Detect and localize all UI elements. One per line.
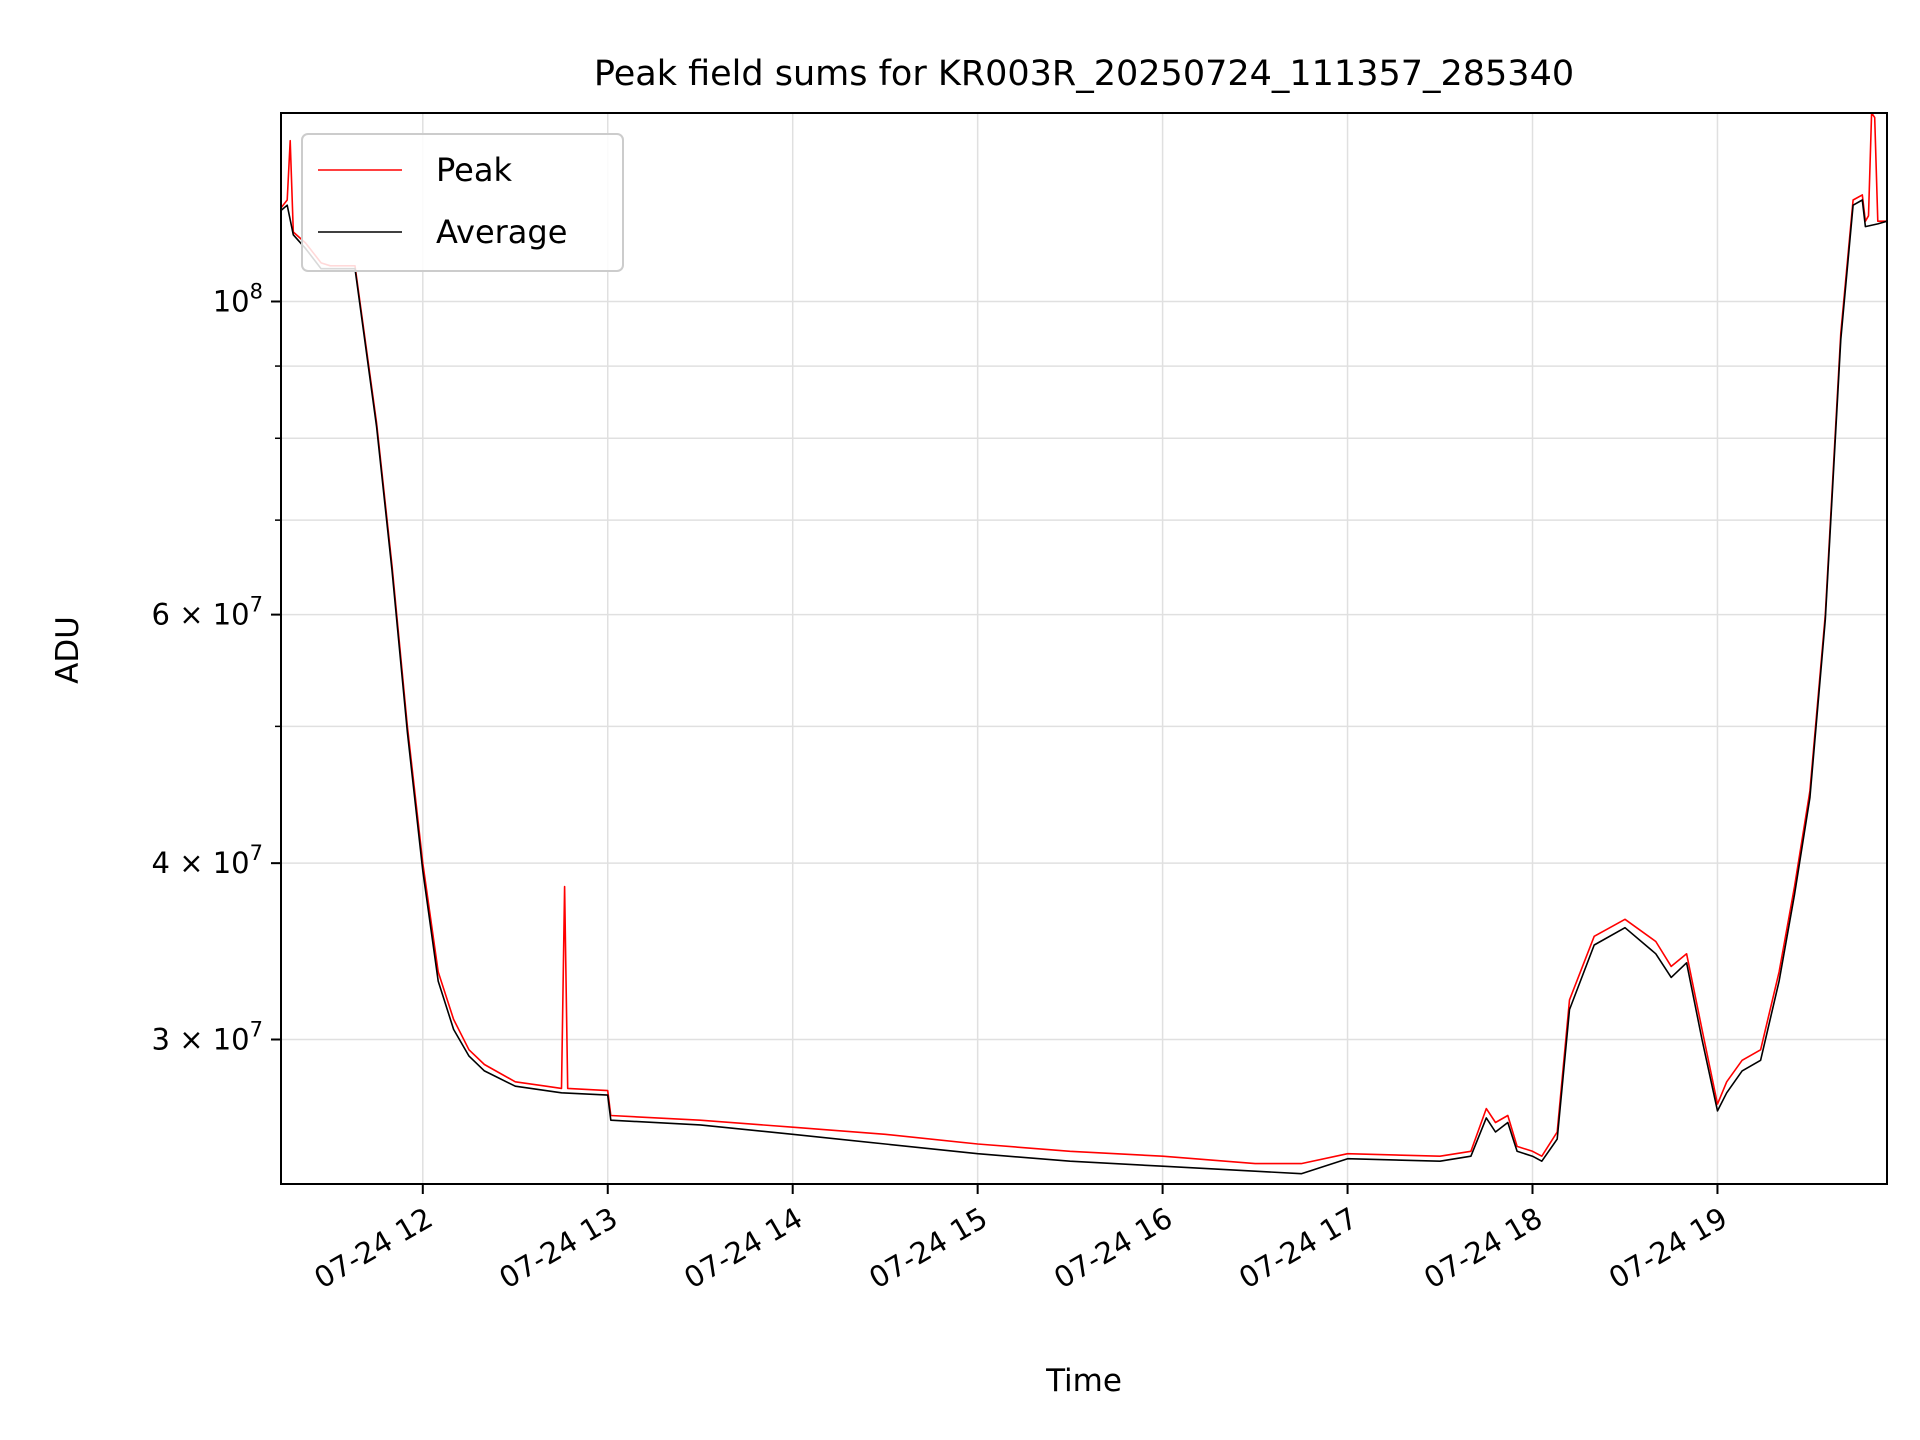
legend: Peak Average bbox=[301, 133, 624, 272]
y-tick-label-exponent: 8 bbox=[250, 279, 263, 303]
y-tick-label: 6 × 107 bbox=[152, 593, 263, 632]
legend-label-peak: Peak bbox=[436, 151, 512, 189]
series-line-average bbox=[280, 199, 1888, 1175]
x-axis-label: Time bbox=[1045, 1363, 1122, 1399]
y-tick-label-base: 4 × 10 bbox=[152, 846, 250, 880]
y-tick-label-base: 10 bbox=[213, 284, 250, 318]
grid bbox=[281, 113, 1887, 1184]
y-tick-label: 4 × 107 bbox=[152, 841, 263, 880]
legend-label-average: Average bbox=[436, 213, 567, 251]
legend-box bbox=[301, 133, 624, 272]
y-tick-label: 108 bbox=[213, 279, 263, 318]
series-layer bbox=[280, 112, 1888, 1175]
plot-frame bbox=[280, 112, 1888, 1185]
chart-title: Peak field sums for KR003R_20250724_1113… bbox=[594, 54, 1574, 94]
y-axis-label: ADU bbox=[50, 616, 86, 684]
y-tick-label: 3 × 107 bbox=[152, 1018, 263, 1057]
y-tick-label-base: 3 × 10 bbox=[152, 1023, 250, 1057]
y-tick-label-exponent: 7 bbox=[250, 841, 263, 865]
y-tick-label-exponent: 7 bbox=[250, 1018, 263, 1042]
y-tick-label-base: 6 × 10 bbox=[152, 598, 250, 632]
y-tick-label-exponent: 7 bbox=[250, 593, 263, 617]
